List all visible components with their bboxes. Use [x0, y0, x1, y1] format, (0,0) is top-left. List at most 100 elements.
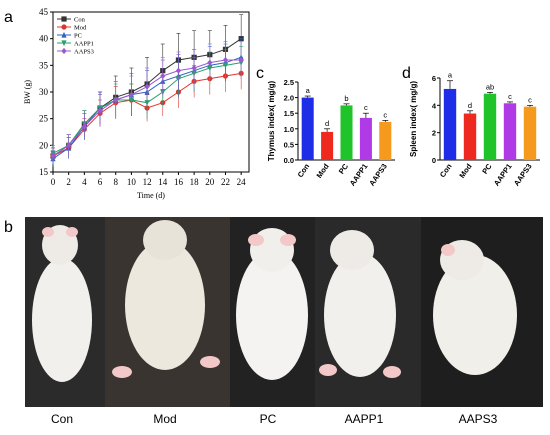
significance-letter: a — [448, 71, 453, 80]
significance-letter: c — [528, 95, 532, 104]
bar-aaps3 — [379, 121, 392, 160]
mouse-pc-ear — [248, 234, 264, 246]
y-tick-label: 1.0 — [284, 125, 294, 134]
legend-label: AAPP1 — [74, 41, 94, 48]
panel-label-c: c — [256, 65, 264, 82]
x-tick-label: 20 — [205, 177, 215, 187]
x-tick-label: AAPP1 — [348, 162, 370, 188]
panel-label-d: d — [402, 65, 411, 82]
mouse-photo-strip — [25, 217, 543, 407]
y-tick-label: 0 — [432, 156, 436, 165]
x-tick-label: 4 — [82, 177, 87, 187]
legend-label: PC — [74, 33, 82, 40]
mouse-aaps3-ear — [441, 244, 455, 256]
bar-mod — [321, 131, 334, 160]
x-tick-label: 2 — [66, 177, 71, 187]
y-tick-label: 0.5 — [284, 140, 294, 149]
data-point — [97, 107, 103, 114]
data-point — [160, 72, 166, 80]
x-tick-label: 18 — [190, 177, 200, 187]
y-tick-label: 2 — [432, 129, 436, 138]
mouse-aapp1-head — [330, 230, 374, 270]
photo-con — [25, 217, 105, 407]
x-tick-label: AAPS3 — [367, 162, 389, 188]
bar-aaps3 — [523, 106, 537, 160]
x-tick-label: Con — [438, 162, 454, 179]
y-tick-label: 2.0 — [284, 94, 294, 103]
data-point — [207, 59, 213, 66]
y-tick-label: 15 — [39, 167, 49, 177]
y-axis-label: Spleen index( mg/g) — [409, 81, 418, 157]
x-tick-label: PC — [337, 162, 351, 176]
data-point — [128, 91, 134, 98]
x-tick-label: 16 — [174, 177, 184, 187]
photo-label-aapp1: AAPP1 — [345, 412, 384, 426]
mouse-con-ear — [42, 227, 54, 237]
plot-frame — [52, 11, 250, 173]
y-tick-label: 20 — [39, 140, 49, 150]
panel-label-a: a — [4, 9, 13, 26]
photo-mod — [105, 217, 230, 407]
x-tick-label: Mod — [457, 162, 473, 180]
mouse-mod-head — [143, 220, 187, 260]
x-tick-label: 22 — [221, 177, 230, 187]
x-tick-label: 0 — [51, 177, 56, 187]
photo-pc — [230, 217, 315, 407]
legend-label: Con — [74, 17, 86, 24]
x-tick-label: 6 — [98, 177, 103, 187]
data-point — [113, 96, 119, 104]
mouse-mod-paw — [200, 356, 220, 368]
mouse-aaps3-body — [433, 255, 517, 375]
bar-con — [443, 88, 457, 160]
significance-letter: c — [508, 92, 512, 101]
bar-aapp1 — [359, 117, 372, 160]
x-tick-label: Con — [296, 162, 312, 179]
x-tick-label: 24 — [237, 177, 247, 187]
y-tick-label: 4 — [432, 101, 437, 110]
mouse-pc-body — [236, 250, 308, 380]
y-tick-label: 25 — [39, 114, 49, 124]
bar-mod — [463, 113, 477, 160]
significance-letter: a — [306, 86, 311, 95]
legend-marker — [61, 16, 67, 22]
photo-label-pc: PC — [260, 412, 277, 426]
data-point — [222, 56, 229, 64]
x-tick-label: 14 — [158, 177, 168, 187]
significance-letter: c — [383, 110, 387, 119]
legend-marker — [61, 40, 67, 47]
mouse-aapp1-paw — [319, 364, 337, 376]
x-tick-label: 10 — [127, 177, 137, 187]
y-tick-label: 35 — [39, 60, 49, 70]
significance-letter: ab — [486, 82, 494, 91]
x-tick-label: AAPP1 — [492, 162, 514, 188]
thymus-index-chart: 0.0 0.5 1.0 1.5 2.0 2.5 Thymus index( mg/g) a Co… — [267, 78, 395, 188]
y-tick-label: 45 — [39, 7, 49, 17]
data-point — [81, 123, 87, 130]
photo-aapp1 — [315, 217, 421, 407]
bar-pc — [340, 105, 353, 160]
legend-label: AAPS3 — [74, 49, 94, 56]
mouse-con-body — [32, 258, 92, 382]
y-axis-label: Thymus index( mg/g) — [267, 80, 276, 161]
y-tick-label: 40 — [39, 34, 49, 44]
y-tick-label: 2.5 — [284, 78, 294, 87]
photo-aaps3 — [421, 217, 543, 407]
series-aaps3 — [50, 41, 244, 164]
mouse-con-ear — [66, 227, 78, 237]
body-weight-chart: 0 2 4 6 8 10 12 14 16 18 20 22 2415202530354045Time … — [23, 7, 250, 200]
photo-label-aaps3: AAPS3 — [459, 412, 498, 426]
panel-label-b: b — [4, 219, 13, 236]
x-axis-label: Time (d) — [137, 191, 165, 200]
significance-letter: b — [344, 94, 348, 103]
x-tick-label: Mod — [315, 162, 331, 180]
y-tick-label: 30 — [39, 87, 49, 97]
spleen-index-chart: 0 2 4 6 Spleen index( mg/g) a Con d Mod ab PC c AAPP… — [409, 71, 540, 188]
data-point — [50, 152, 56, 160]
data-point — [66, 142, 72, 149]
bar-con — [301, 97, 314, 160]
bar-aapp1 — [503, 103, 517, 160]
x-tick-label: 8 — [113, 177, 118, 187]
